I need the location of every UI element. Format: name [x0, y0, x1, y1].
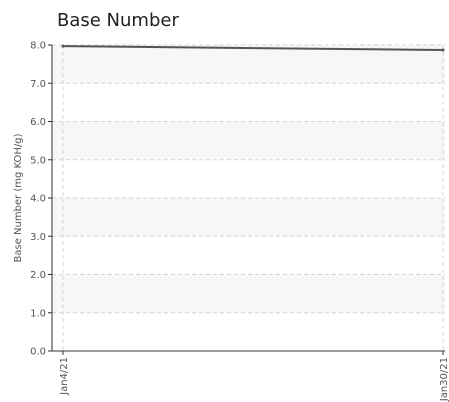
- y-tick-label: 2.0: [30, 270, 46, 281]
- plot-bands: [52, 45, 445, 313]
- series-point: [61, 44, 65, 48]
- x-tick-label: Jan30/21: [439, 357, 449, 402]
- series-line: [62, 45, 444, 51]
- plot-band: [52, 274, 445, 313]
- y-tick-label: 7.0: [30, 79, 46, 90]
- y-tick-label: 0.0: [30, 347, 46, 358]
- y-tick-label: 8.0: [30, 41, 46, 52]
- series-point: [441, 48, 445, 52]
- x-tick-label: Jan4/21: [59, 357, 70, 396]
- y-tick-label: 3.0: [30, 232, 46, 243]
- y-tick-label: 5.0: [30, 155, 46, 166]
- chart-title: Base Number: [57, 10, 179, 31]
- plot-band: [52, 198, 445, 237]
- y-tick-label: 4.0: [30, 194, 46, 205]
- x-tick-labels: Jan4/21 Jan30/21: [59, 351, 449, 402]
- series-lines: [61, 44, 445, 52]
- plot-band: [52, 121, 445, 160]
- y-axis-label: Base Number (mg KOH/g): [13, 133, 24, 262]
- y-tick-label: 1.0: [30, 308, 46, 319]
- plot-band: [52, 45, 445, 84]
- y-tick-label: 6.0: [30, 117, 46, 128]
- y-tick-labels: 0.0 1.0 2.0 3.0 4.0 5.0 6.0 7.0 8.0: [30, 41, 52, 358]
